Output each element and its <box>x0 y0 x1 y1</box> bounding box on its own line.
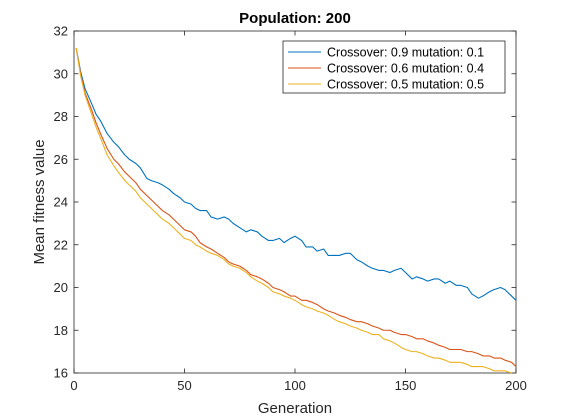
y-tick-label: 30 <box>54 66 68 81</box>
y-tick-label: 16 <box>54 366 68 381</box>
series-line-2 <box>75 48 517 367</box>
x-tick-label: 0 <box>70 378 77 393</box>
legend-entry-1: Crossover: 0.9 mutation: 0.1 <box>327 46 484 60</box>
series-line-3 <box>75 48 516 374</box>
y-tick-label: 18 <box>54 323 68 338</box>
x-tick-label: 100 <box>284 378 306 393</box>
y-tick-label: 20 <box>54 280 68 295</box>
x-tick-label: 200 <box>505 378 527 393</box>
legend: Crossover: 0.9 mutation: 0.1 Crossover: 0… <box>282 40 506 94</box>
y-tick-label: 26 <box>54 152 68 167</box>
series-line-1 <box>75 47 517 301</box>
x-tick-label: 50 <box>177 378 191 393</box>
y-axis-label: Mean fitness value <box>31 139 48 264</box>
chart-title: Population: 200 <box>239 10 351 27</box>
y-tick-label: 28 <box>54 109 68 124</box>
legend-entry-3: Crossover: 0.5 mutation: 0.5 <box>327 78 484 92</box>
x-axis-label: Generation <box>258 400 332 417</box>
y-tick-label: 24 <box>54 195 68 210</box>
x-tick-label: 150 <box>395 378 417 393</box>
ticks-layer: 0 50 100 150 200 16 18 20 22 24 26 28 30 32 <box>54 24 527 394</box>
y-tick-label: 32 <box>54 24 68 39</box>
series-layer <box>75 47 517 374</box>
legend-entry-2: Crossover: 0.6 mutation: 0.4 <box>327 62 484 76</box>
y-tick-label: 22 <box>54 237 68 252</box>
